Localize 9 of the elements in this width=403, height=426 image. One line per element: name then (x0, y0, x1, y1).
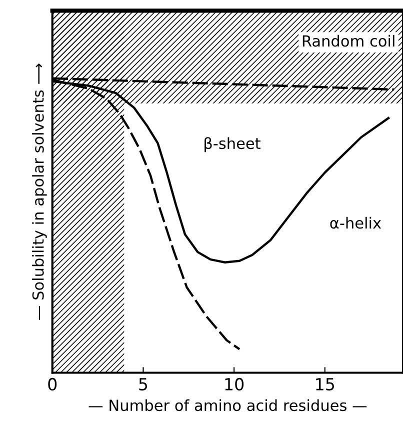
band-label: Random coil (302, 34, 394, 47)
x-axis-title: — Number of amino acid residues — (88, 399, 367, 412)
x-tick-label: 10 (225, 378, 244, 391)
annotation: β-sheet (204, 137, 260, 152)
x-tick-label: 5 (139, 378, 148, 391)
x-tick-label: 0 (48, 378, 57, 391)
annotation: α-helix (330, 216, 382, 229)
y-axis-title: — Solubility in apolar solvents ⟶ (32, 64, 47, 320)
x-tick-label: 15 (316, 378, 334, 391)
